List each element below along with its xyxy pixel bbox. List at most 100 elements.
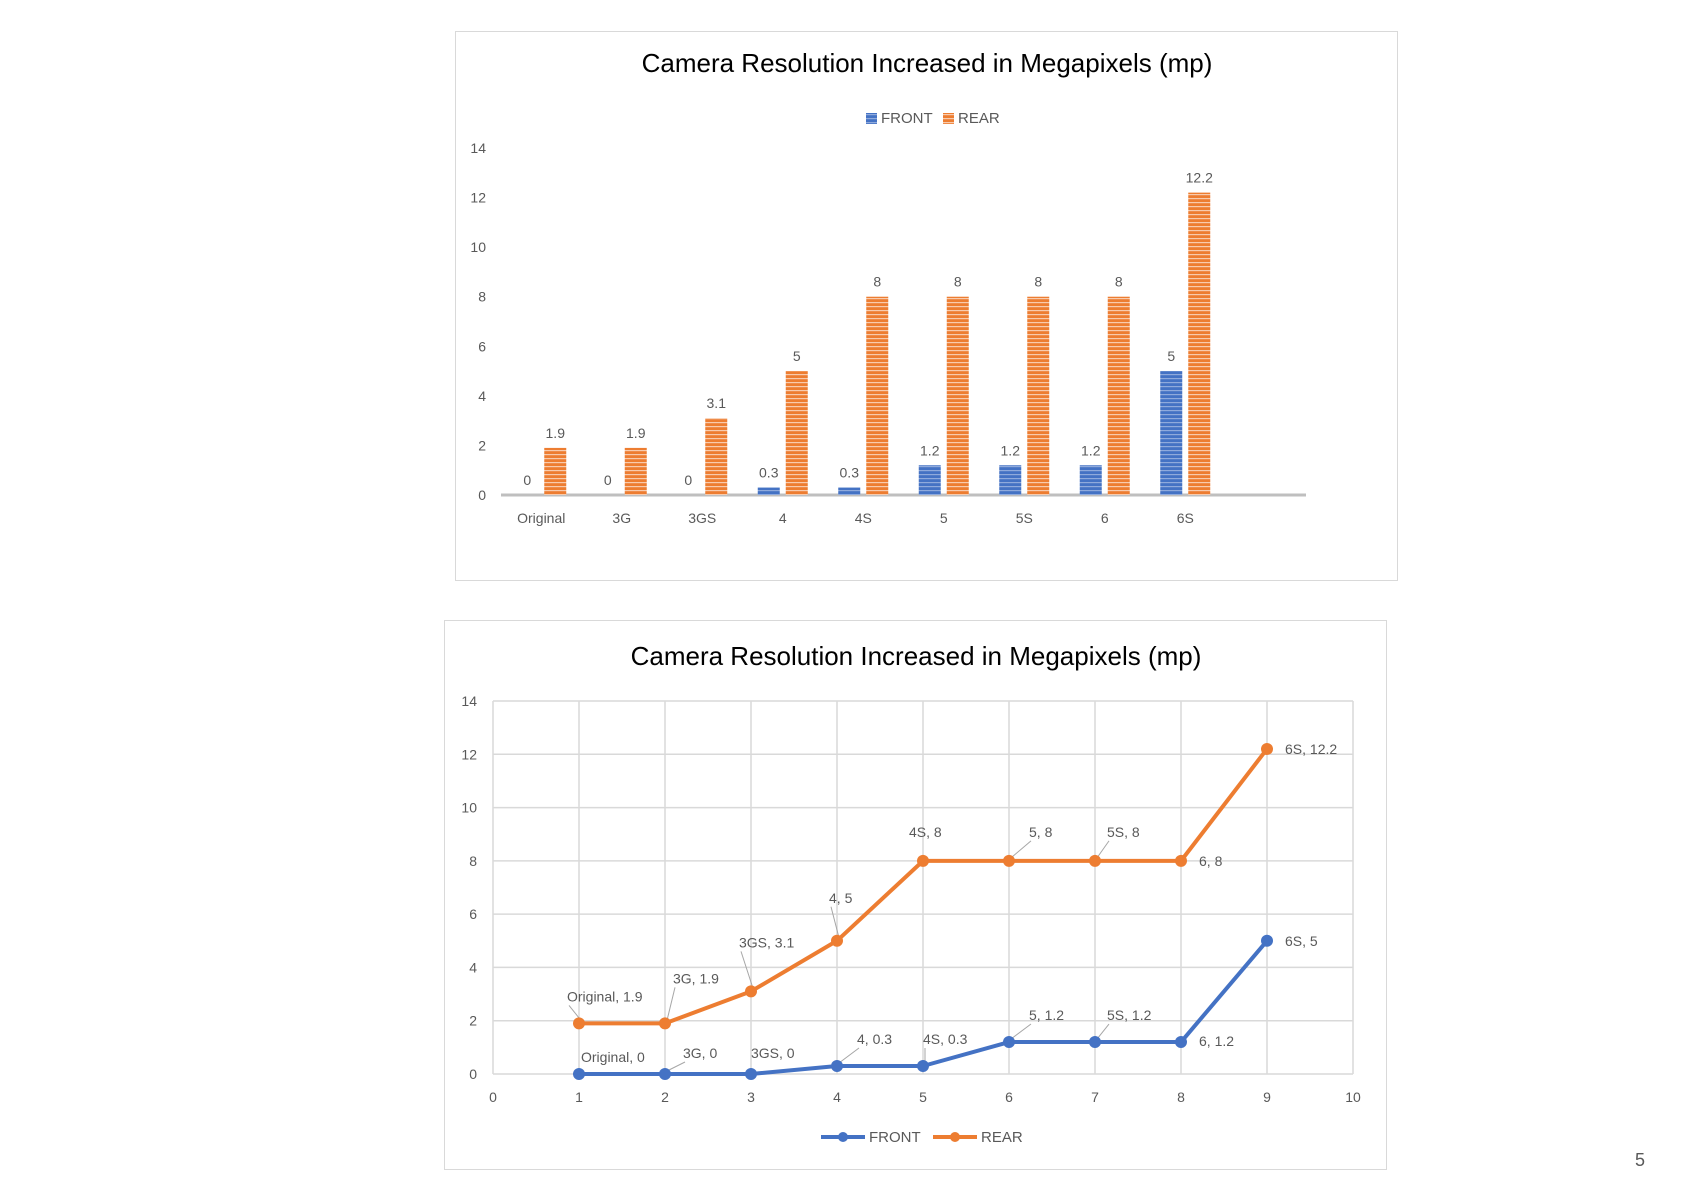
x-tick-label: 4: [779, 510, 787, 526]
front-bar: [757, 487, 780, 495]
front-data-point: [1089, 1036, 1101, 1049]
x-tick-label: 4: [833, 1089, 841, 1105]
rear-data-point: [831, 934, 843, 947]
rear-data-label: Original, 1.9: [567, 988, 643, 1004]
front-bar-value-label: 1.2: [1001, 442, 1021, 458]
rear-bar-value-label: 1.9: [626, 425, 646, 441]
rear-data-label: 6S, 12.2: [1285, 741, 1337, 757]
y-tick-label: 6: [478, 338, 486, 354]
bar-chart-panel: Camera Resolution Increased in Megapixel…: [455, 31, 1398, 581]
front-data-point: [831, 1060, 843, 1073]
front-data-point: [1175, 1036, 1187, 1049]
legend-rear-label: REAR: [981, 1129, 1023, 1146]
front-bar-value-label: 1.2: [1081, 442, 1101, 458]
rear-bar: [624, 447, 647, 495]
data-label-leader: [1096, 1023, 1110, 1040]
line-chart-legend: FRONT REAR: [821, 1129, 1023, 1146]
bar-chart: Camera Resolution Increased in Megapixel…: [470, 48, 1306, 526]
x-tick-label: 3G: [612, 510, 631, 526]
rear-data-label: 5S, 8: [1107, 824, 1140, 840]
x-tick-label: 4S: [855, 510, 872, 526]
rear-bar: [946, 296, 969, 495]
data-label-leader: [1010, 1023, 1032, 1040]
rear-data-point: [1175, 854, 1187, 867]
front-bar-value-label: 5: [1167, 348, 1175, 364]
data-label-leader: [666, 987, 676, 1021]
rear-data-label: 3G, 1.9: [673, 970, 719, 986]
front-data-label: 5, 1.2: [1029, 1007, 1064, 1023]
rear-data-point: [917, 854, 929, 867]
x-tick-label: 0: [489, 1089, 497, 1105]
rear-data-point: [745, 985, 757, 998]
x-tick-label: 3: [747, 1089, 755, 1105]
legend-front-label: FRONT: [869, 1129, 921, 1146]
rear-data-point: [1261, 742, 1273, 755]
y-tick-label: 10: [461, 800, 477, 816]
x-tick-label: 6S: [1177, 510, 1194, 526]
y-tick-label: 4: [469, 959, 477, 975]
x-tick-label: 6: [1101, 510, 1109, 526]
front-data-point: [573, 1068, 585, 1080]
front-data-label: 3G, 0: [683, 1045, 717, 1061]
front-data-point: [1261, 934, 1273, 947]
front-data-label: Original, 0: [581, 1049, 645, 1065]
data-label-leader: [838, 1047, 860, 1064]
x-tick-label: 7: [1091, 1089, 1099, 1105]
rear-data-point: [573, 1017, 585, 1030]
rear-data-label: 4S, 8: [909, 824, 942, 840]
front-bar: [999, 465, 1022, 495]
rear-bar: [705, 418, 728, 495]
data-label-leader: [740, 951, 754, 989]
y-tick-label: 2: [469, 1013, 477, 1029]
rear-bar-value-label: 8: [873, 274, 881, 290]
y-tick-label: 8: [469, 853, 477, 869]
x-tick-label: 8: [1177, 1089, 1185, 1105]
y-tick-label: 8: [478, 289, 486, 305]
data-label-leader: [1096, 840, 1110, 859]
rear-data-label: 5, 8: [1029, 824, 1053, 840]
y-tick-label: 10: [470, 239, 486, 255]
front-data-label: 3GS, 0: [751, 1045, 795, 1061]
x-tick-label: 6: [1005, 1089, 1013, 1105]
line-chart: Camera Resolution Increased in Megapixel…: [461, 641, 1361, 1146]
front-bar-value-label: 1.2: [920, 442, 940, 458]
front-data-point: [745, 1068, 757, 1080]
legend-front-label: FRONT: [881, 110, 933, 127]
x-tick-label: 5S: [1016, 510, 1033, 526]
rear-bar-value-label: 5: [793, 348, 801, 364]
front-bar-value-label: 0: [604, 472, 612, 488]
rear-bar: [785, 371, 808, 495]
data-label-leader: [1010, 840, 1032, 859]
x-tick-label: 5: [940, 510, 948, 526]
legend-rear-label: REAR: [958, 110, 1000, 127]
x-tick-label: 1: [575, 1089, 583, 1105]
y-tick-label: 12: [461, 746, 477, 762]
y-tick-label: 12: [470, 190, 486, 206]
legend-rear-marker: [950, 1132, 960, 1142]
front-data-label: 6, 1.2: [1199, 1033, 1234, 1049]
rear-bar-value-label: 12.2: [1186, 170, 1213, 186]
legend-rear-swatch: [943, 113, 954, 124]
x-tick-label: Original: [517, 510, 565, 526]
line-chart-panel: Camera Resolution Increased in Megapixel…: [444, 620, 1387, 1170]
x-tick-label: 2: [661, 1089, 669, 1105]
front-data-point: [1003, 1036, 1015, 1049]
rear-bar-value-label: 8: [1115, 274, 1123, 290]
front-data-label: 4, 0.3: [857, 1031, 892, 1047]
data-label-leader: [666, 1061, 686, 1072]
rear-bar-value-label: 8: [1034, 274, 1042, 290]
rear-data-label: 3GS, 3.1: [739, 934, 794, 950]
bar-chart-legend: FRONT REAR: [866, 110, 1000, 127]
rear-data-point: [1003, 854, 1015, 867]
rear-bar-value-label: 1.9: [546, 425, 566, 441]
y-tick-label: 6: [469, 906, 477, 922]
rear-data-label: 6, 8: [1199, 853, 1223, 869]
front-bar: [838, 487, 861, 495]
y-tick-label: 0: [478, 487, 486, 503]
data-label-leader: [830, 906, 840, 938]
front-data-label: 6S, 5: [1285, 933, 1318, 949]
y-tick-label: 0: [469, 1066, 477, 1082]
bar-chart-title: Camera Resolution Increased in Megapixel…: [642, 48, 1213, 78]
front-bar: [1079, 465, 1102, 495]
y-tick-label: 4: [478, 388, 486, 404]
